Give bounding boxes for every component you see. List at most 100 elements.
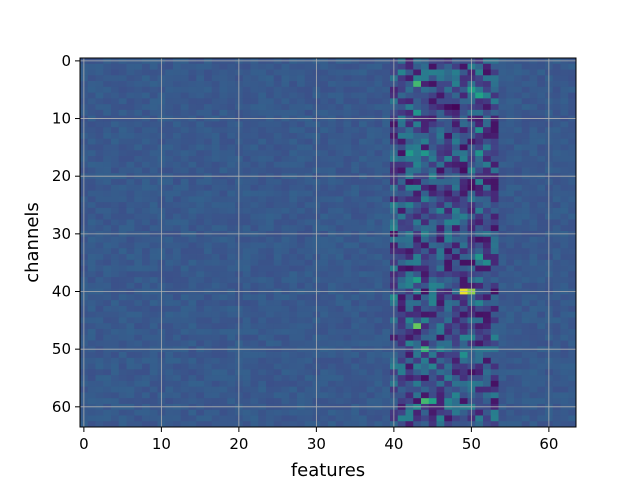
- heatmap-cell: [475, 121, 484, 128]
- heatmap-cell: [87, 259, 96, 266]
- heatmap-cell: [273, 242, 282, 249]
- heatmap-cell: [382, 317, 391, 324]
- heatmap-cell: [351, 138, 360, 145]
- heatmap-cell: [219, 300, 228, 307]
- heatmap-cell: [95, 109, 104, 117]
- heatmap-cell: [529, 271, 538, 278]
- heatmap-cell: [173, 207, 182, 215]
- y-tick-label: 20: [52, 167, 71, 185]
- heatmap-cell: [219, 386, 228, 393]
- heatmap-cell: [250, 294, 259, 301]
- heatmap-cell: [165, 300, 174, 307]
- heatmap-cell: [537, 311, 546, 318]
- heatmap-cell: [490, 104, 499, 111]
- heatmap-cell: [188, 167, 197, 174]
- heatmap-cell: [304, 207, 313, 215]
- heatmap-cell: [219, 323, 228, 330]
- heatmap-cell: [397, 219, 406, 226]
- heatmap-cell: [374, 184, 383, 192]
- heatmap-cell: [173, 98, 182, 105]
- heatmap-cell: [87, 363, 96, 370]
- heatmap-cell: [444, 357, 453, 364]
- heatmap-cell: [304, 282, 313, 290]
- heatmap-cell: [490, 202, 499, 209]
- heatmap-cell: [227, 375, 236, 382]
- heatmap-cell: [374, 265, 383, 272]
- heatmap-cell: [258, 254, 267, 261]
- heatmap-cell: [560, 380, 569, 388]
- heatmap-cell: [560, 340, 569, 347]
- heatmap-cell: [211, 202, 220, 209]
- heatmap-cell: [560, 156, 569, 163]
- heatmap-cell: [95, 138, 104, 145]
- heatmap-cell: [111, 150, 120, 157]
- heatmap-cell: [211, 357, 220, 364]
- heatmap-cell: [173, 184, 182, 192]
- heatmap-cell: [382, 398, 391, 405]
- heatmap-cell: [297, 398, 306, 405]
- heatmap-cell: [188, 184, 197, 192]
- heatmap-cell: [304, 132, 313, 140]
- heatmap-cell: [258, 323, 267, 330]
- heatmap-cell: [134, 202, 143, 209]
- heatmap-cell: [475, 415, 484, 422]
- heatmap-cell: [142, 334, 151, 341]
- heatmap-cell: [173, 294, 182, 301]
- heatmap-cell: [266, 317, 275, 324]
- heatmap-cell: [266, 236, 275, 243]
- heatmap-cell: [552, 86, 561, 93]
- heatmap-cell: [118, 236, 127, 243]
- heatmap-cell: [514, 69, 523, 76]
- heatmap-cell: [211, 259, 220, 266]
- heatmap-cell: [436, 259, 445, 266]
- heatmap-cell: [304, 375, 313, 382]
- heatmap-cell: [258, 138, 267, 145]
- heatmap-cell: [483, 156, 492, 163]
- heatmap-cell: [552, 317, 561, 324]
- heatmap-cell: [219, 81, 228, 88]
- heatmap-cell: [211, 196, 220, 203]
- heatmap-cell: [452, 271, 461, 278]
- heatmap-cell: [436, 375, 445, 382]
- heatmap-cell: [514, 259, 523, 266]
- heatmap-cell: [483, 86, 492, 93]
- heatmap-cell: [490, 144, 499, 151]
- heatmap-cell: [498, 392, 507, 399]
- heatmap-cell: [514, 219, 523, 226]
- heatmap-cell: [103, 415, 112, 422]
- heatmap-cell: [204, 421, 213, 428]
- heatmap-cell: [413, 259, 422, 266]
- heatmap-cell: [289, 144, 298, 151]
- heatmap-cell: [211, 328, 220, 336]
- heatmap-cell: [366, 81, 375, 88]
- heatmap-cell: [95, 334, 104, 341]
- heatmap-cell: [351, 63, 360, 70]
- heatmap-cell: [498, 323, 507, 330]
- heatmap-cell: [281, 340, 290, 347]
- heatmap-cell: [258, 207, 267, 215]
- heatmap-cell: [483, 109, 492, 117]
- heatmap-cell: [521, 81, 530, 88]
- heatmap-cell: [335, 202, 344, 209]
- heatmap-cell: [211, 317, 220, 324]
- heatmap-cell: [413, 242, 422, 249]
- heatmap-cell: [258, 144, 267, 151]
- heatmap-cell: [165, 328, 174, 336]
- heatmap-cell: [242, 184, 251, 192]
- heatmap-cell: [289, 340, 298, 347]
- heatmap-cell: [514, 144, 523, 151]
- heatmap-cell: [428, 219, 437, 226]
- heatmap-cell: [521, 328, 530, 336]
- heatmap-cell: [149, 196, 158, 203]
- heatmap-cell: [149, 357, 158, 364]
- heatmap-cell: [521, 392, 530, 399]
- heatmap-cell: [413, 277, 422, 284]
- heatmap-cell: [506, 357, 515, 364]
- heatmap-cell: [196, 282, 205, 290]
- heatmap-cell: [173, 265, 182, 272]
- heatmap-cell: [514, 271, 523, 278]
- heatmap-cell: [258, 380, 267, 388]
- heatmap-cell: [537, 323, 546, 330]
- heatmap-cell: [196, 138, 205, 145]
